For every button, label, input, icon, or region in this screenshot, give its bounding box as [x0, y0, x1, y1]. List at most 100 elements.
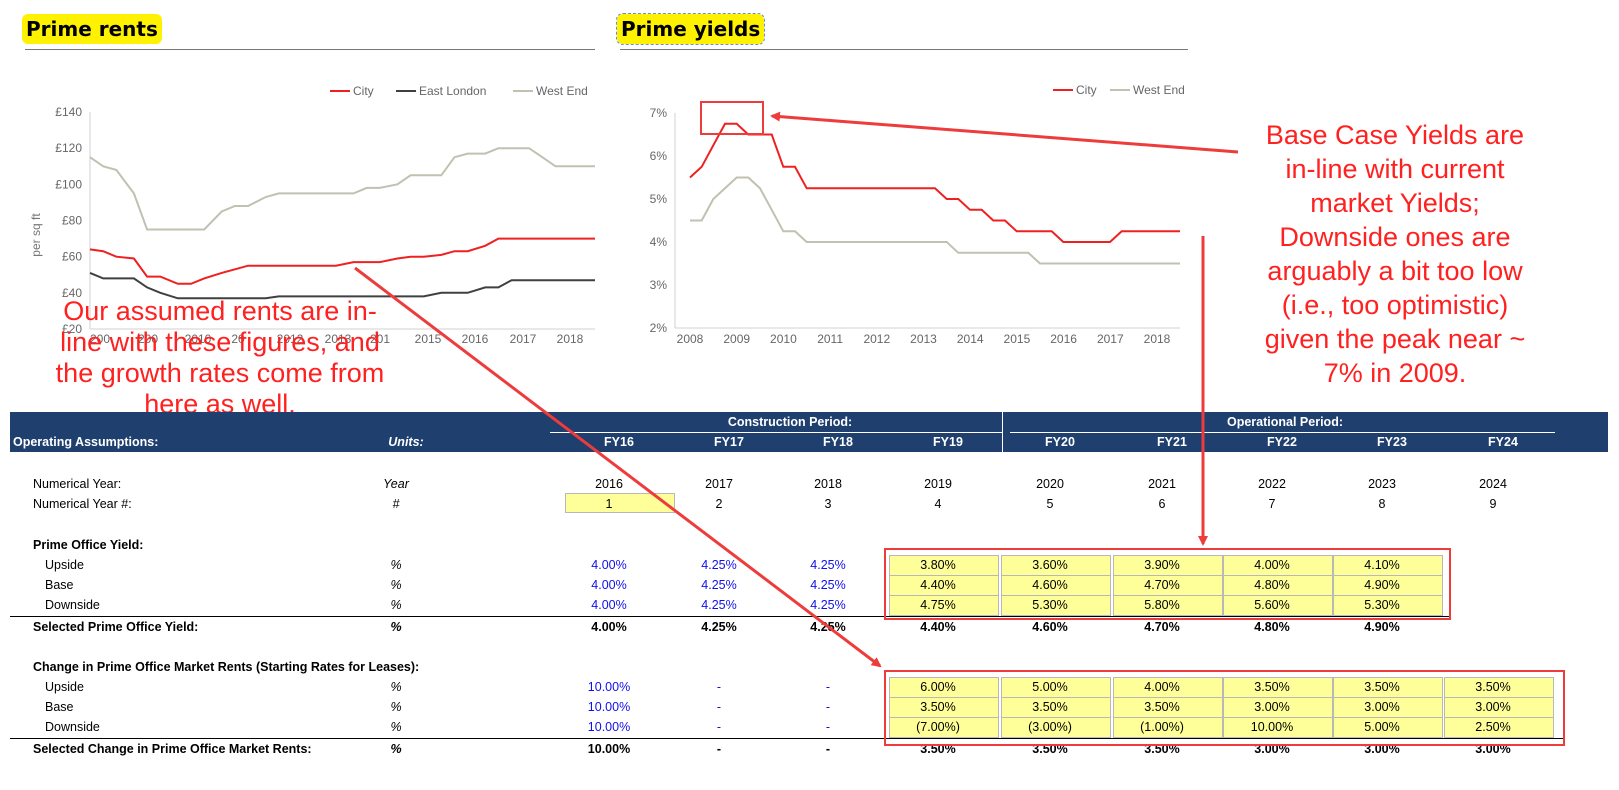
table-cell: 4.25%	[810, 558, 846, 572]
y-tick-label: 4%	[650, 235, 668, 249]
x-tick-label: 2013	[325, 332, 352, 346]
note-line: market Yields;	[1310, 188, 1480, 218]
table-cell: 10.00%	[587, 700, 631, 714]
input-cell[interactable]	[1444, 717, 1554, 738]
table-cell: 4.25%	[810, 578, 846, 592]
legend-label: City	[353, 84, 374, 98]
table-cell: 10.00%	[1250, 720, 1294, 734]
table-cell: 2024	[1479, 477, 1507, 491]
series-line-city	[689, 122, 1180, 243]
x-tick-label: 20	[231, 332, 245, 346]
peak-highlight-box	[700, 101, 764, 135]
table-cell: 3.90%	[1144, 558, 1180, 572]
yields-annotation: Base Case Yields are in-line with curren…	[1225, 118, 1565, 390]
input-cell[interactable]	[1113, 595, 1223, 616]
series-line-city	[89, 237, 595, 285]
table-cell: 5.30%	[1364, 598, 1400, 612]
table-cell: 4.90%	[1364, 620, 1400, 634]
table-cell: 6	[1158, 497, 1166, 511]
table-cell: 4.90%	[1364, 578, 1400, 592]
table-cell: -	[825, 700, 831, 714]
table-cell: 4.00%	[591, 558, 627, 572]
prime-yields-chart: City West End 7% 6% 5% 4% 3% 2% 2008 2009 2010 20…	[650, 83, 1185, 346]
x-tick-label: 2014	[957, 332, 984, 346]
y-tick-label: £100	[55, 177, 82, 191]
prime-yields-title[interactable]: Prime yields	[615, 13, 766, 45]
row-unit: %	[390, 742, 402, 756]
note-line: arguably a bit too low	[1267, 256, 1523, 286]
total-divider	[10, 738, 1565, 739]
x-tick-label: 2018	[557, 332, 584, 346]
note-line: Downside ones are	[1279, 222, 1511, 252]
fy-header: FY24	[1488, 435, 1518, 449]
input-cell[interactable]	[1223, 717, 1333, 738]
construction-period-label: Construction Period:	[727, 415, 853, 429]
table-cell: 1	[605, 497, 613, 511]
x-tick-label: 2008	[677, 332, 704, 346]
row-label: Numerical Year:	[33, 477, 122, 491]
table-cell: 2018	[814, 477, 842, 491]
note-line: Our assumed rents are in-	[63, 296, 377, 326]
y-tick-label: 3%	[650, 278, 668, 292]
table-cell: 3.50%	[1144, 700, 1180, 714]
row-label: Base	[45, 578, 74, 592]
table-cell: 5.60%	[1254, 598, 1290, 612]
input-cell[interactable]	[1223, 595, 1333, 616]
table-cell: 8	[1378, 497, 1386, 511]
table-cell: 4	[934, 497, 942, 511]
title-underline	[620, 49, 1188, 50]
table-cell: 4.00%	[1144, 680, 1180, 694]
note-line: 7% in 2009.	[1323, 358, 1467, 388]
input-cell[interactable]	[1001, 717, 1111, 738]
fy-header: FY18	[823, 435, 853, 449]
row-label: Downside	[45, 720, 100, 734]
series-line-east-london	[89, 271, 595, 300]
x-tick-label: 2016	[462, 332, 489, 346]
input-cell[interactable]	[889, 595, 999, 616]
row-label: Prime Office Yield:	[33, 538, 144, 552]
period-underline	[550, 432, 1003, 433]
table-cell: 4.00%	[1254, 558, 1290, 572]
note-line: in-line with current	[1285, 154, 1505, 184]
table-cell: (7.00%)	[916, 720, 960, 734]
row-label: Upside	[45, 680, 84, 694]
row-label: Change in Prime Office Market Rents (Sta…	[33, 660, 420, 674]
table-cell: 3.00%	[1364, 700, 1400, 714]
input-cell[interactable]	[889, 717, 999, 738]
table-cell: -	[716, 720, 722, 734]
series-line-west-end	[89, 147, 595, 231]
table-cell: 3.00%	[1254, 700, 1290, 714]
input-cell[interactable]	[1001, 595, 1111, 616]
table-cell: 4.25%	[810, 598, 846, 612]
y-tick-label: 6%	[650, 149, 668, 163]
row-label: Base	[45, 700, 74, 714]
y-axis-title: per sq ft	[29, 213, 43, 257]
input-cell[interactable]	[1113, 717, 1223, 738]
row-unit: %	[390, 680, 402, 694]
x-tick-label: 2013	[910, 332, 937, 346]
x-tick-label: 2010	[770, 332, 797, 346]
fy-header: FY19	[933, 435, 963, 449]
y-tick-label: £80	[62, 214, 82, 228]
note-line: Base Case Yields are	[1265, 120, 1525, 150]
x-tick-label: 2016	[1050, 332, 1077, 346]
table-cell: 2022	[1258, 477, 1286, 491]
table-cell: 4.00%	[591, 578, 627, 592]
y-tick-label: £40	[62, 286, 82, 300]
table-cell: 3.50%	[1032, 700, 1068, 714]
x-tick-label: 2018	[1144, 332, 1171, 346]
x-tick-label: 2015	[1004, 332, 1031, 346]
table-cell: 4.25%	[701, 598, 737, 612]
table-cell: 5.30%	[1032, 598, 1068, 612]
note-line: given the peak near ~	[1264, 324, 1526, 354]
table-cell: -	[825, 720, 831, 734]
row-label: Upside	[45, 558, 84, 572]
y-tick-label: £60	[62, 250, 82, 264]
table-cell: 4.40%	[920, 620, 956, 634]
y-tick-label: 5%	[650, 192, 668, 206]
input-cell[interactable]	[1333, 595, 1443, 616]
table-cell: 4.80%	[1254, 620, 1290, 634]
input-cell[interactable]	[1333, 717, 1443, 738]
operating-assumptions-label: Operating Assumptions:	[13, 435, 159, 449]
table-cell: 4.25%	[701, 578, 737, 592]
